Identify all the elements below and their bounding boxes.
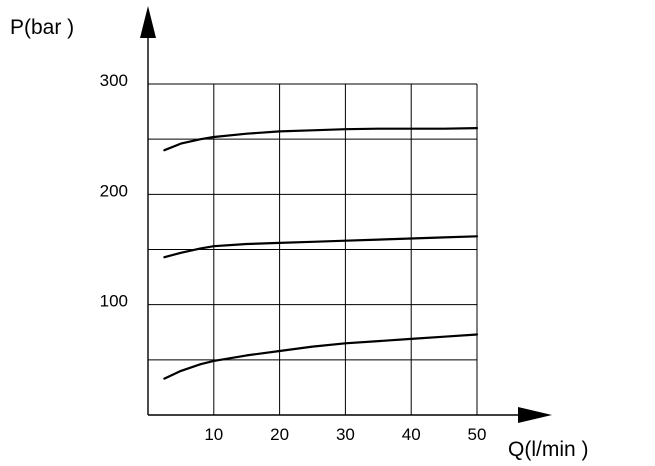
x-tick-label: 20 bbox=[270, 425, 289, 444]
y-tick-label: 100 bbox=[100, 292, 128, 311]
grid bbox=[148, 83, 478, 415]
x-tick-label: 40 bbox=[402, 425, 421, 444]
series-line-3 bbox=[163, 333, 479, 380]
y-axis-label: P(bar ) bbox=[10, 16, 74, 39]
tick-labels: 10 20 30 40 50 100 200 300 bbox=[100, 71, 487, 444]
x-axis-arrow-icon bbox=[518, 407, 552, 423]
axes bbox=[140, 6, 552, 423]
x-axis-label: Q(l/min ) bbox=[508, 438, 589, 461]
series-line-2 bbox=[163, 235, 479, 259]
series bbox=[163, 127, 479, 380]
x-tick-label: 30 bbox=[336, 425, 355, 444]
x-tick-label: 10 bbox=[204, 425, 223, 444]
y-tick-label: 300 bbox=[100, 71, 128, 90]
y-tick-label: 200 bbox=[100, 181, 128, 200]
series-line-1 bbox=[163, 127, 479, 152]
x-tick-label: 50 bbox=[468, 425, 487, 444]
y-axis-arrow-icon bbox=[140, 6, 156, 38]
